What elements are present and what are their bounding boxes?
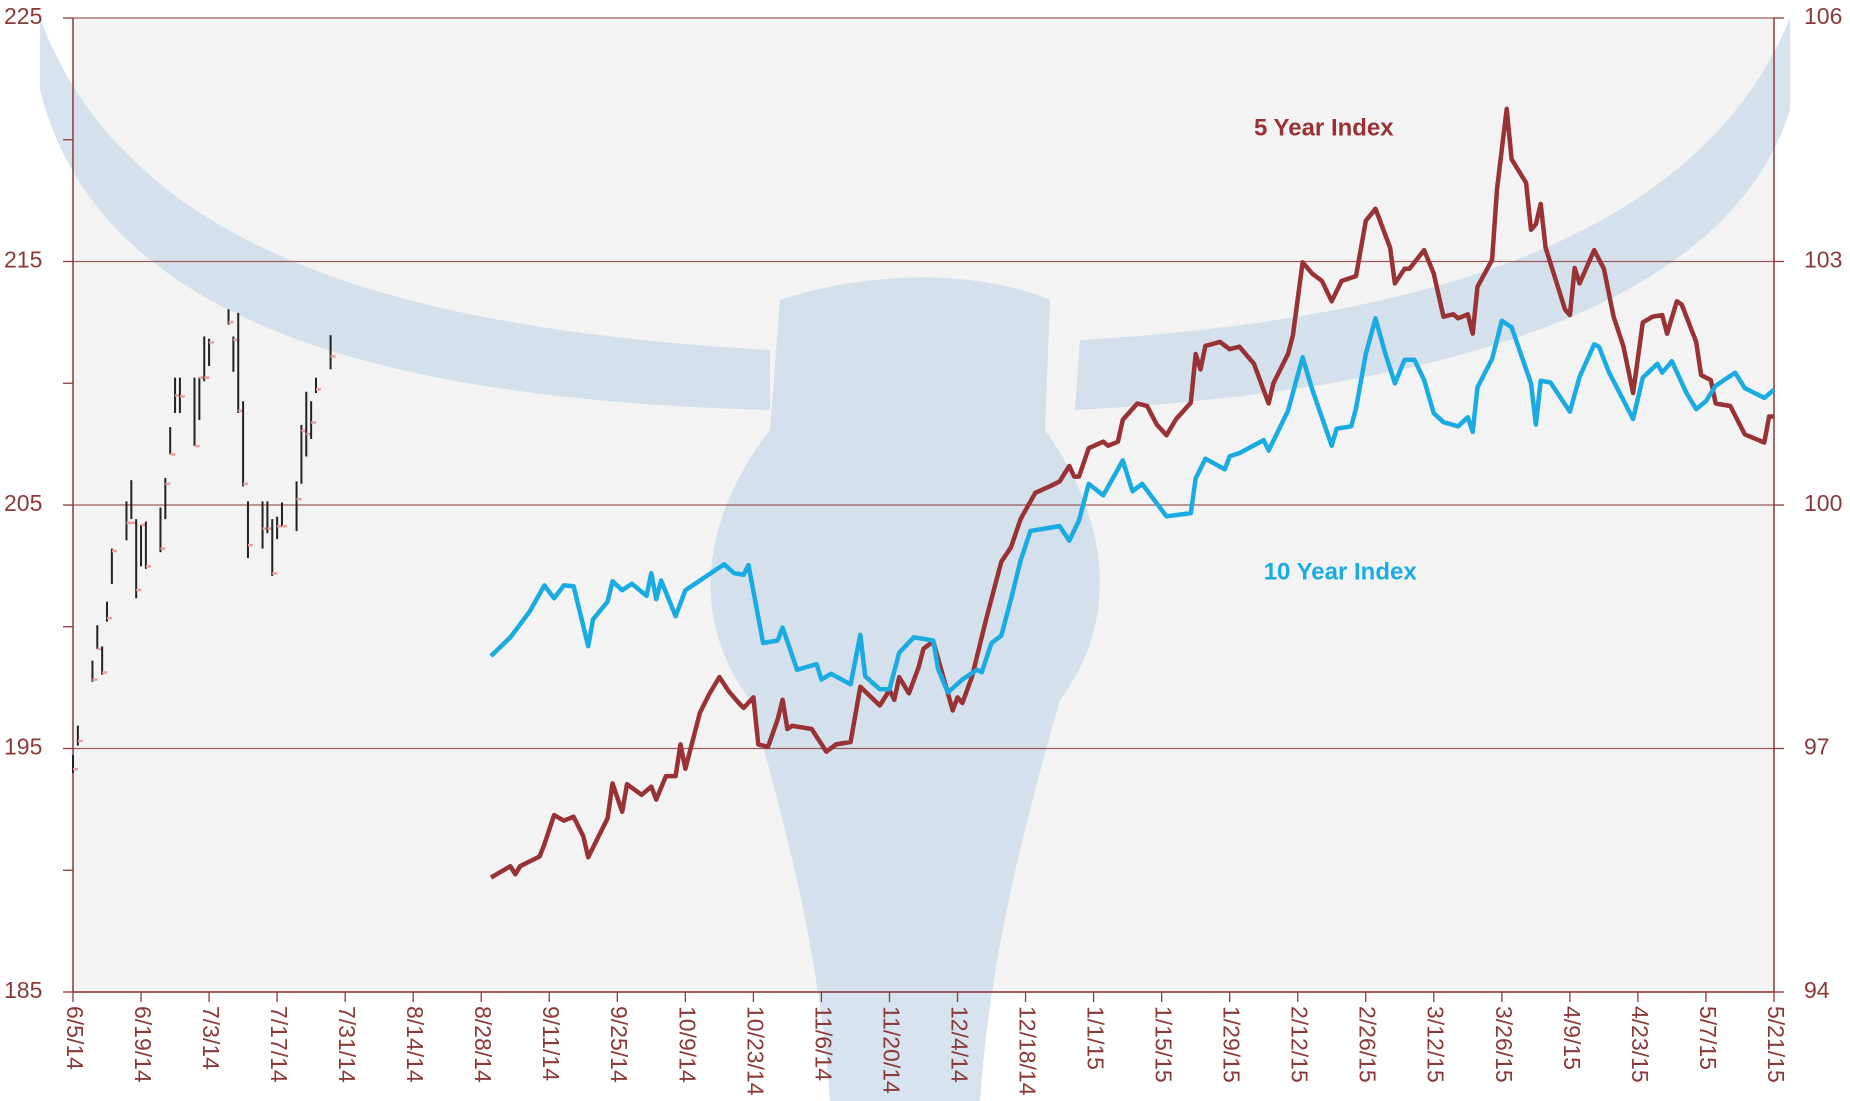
y2-tick-label: 106 <box>1804 3 1842 29</box>
x-tick-label: 11/20/14 <box>878 1006 904 1094</box>
x-tick-label: 9/11/14 <box>538 1006 564 1081</box>
x-tick-label: 7/31/14 <box>334 1006 360 1083</box>
x-tick-label: 1/15/15 <box>1151 1006 1177 1083</box>
x-tick-label: 7/17/14 <box>266 1006 292 1083</box>
series-line <box>489 316 1776 695</box>
x-tick-label: 11/6/14 <box>810 1006 836 1081</box>
x-tick-label: 6/19/14 <box>130 1006 156 1083</box>
x-tick-label: 9/25/14 <box>606 1006 632 1083</box>
x-tick-label: 8/14/14 <box>402 1006 428 1083</box>
x-tick-label: 4/9/15 <box>1559 1006 1585 1070</box>
x-tick-label: 10/23/14 <box>742 1006 768 1096</box>
y-tick-label: 195 <box>4 734 42 760</box>
x-tick-label: 1/1/15 <box>1083 1006 1109 1070</box>
x-tick-label: 5/7/15 <box>1695 1006 1721 1070</box>
x-tick-label: 2/12/15 <box>1287 1006 1313 1083</box>
x-tick-label: 3/26/15 <box>1491 1006 1517 1083</box>
y-tick-label: 225 <box>4 3 42 29</box>
x-tick-label: 12/18/14 <box>1014 1006 1040 1096</box>
y2-tick-label: 100 <box>1804 490 1842 516</box>
x-tick-label: 10/9/14 <box>674 1006 700 1083</box>
y-tick-label: 185 <box>4 977 42 1003</box>
x-tick-label: 5/21/15 <box>1763 1006 1789 1083</box>
y2-tick-label: 97 <box>1804 734 1830 760</box>
y2-tick-label: 103 <box>1804 247 1842 273</box>
x-tick-label: 1/29/15 <box>1219 1006 1245 1083</box>
watermark-horn <box>40 18 770 410</box>
annotation: 5 Year Index <box>1254 115 1394 142</box>
watermark-horn <box>1075 18 1790 410</box>
x-tick-label: 6/5/14 <box>62 1006 88 1070</box>
x-tick-label: 4/23/15 <box>1627 1006 1653 1083</box>
y-tick-label: 205 <box>4 490 42 516</box>
series-line <box>489 106 1774 880</box>
x-tick-label: 8/28/14 <box>470 1006 496 1083</box>
x-tick-label: 12/4/14 <box>946 1006 972 1083</box>
y2-tick-label: 94 <box>1804 977 1830 1003</box>
y-tick-label: 215 <box>4 247 42 273</box>
x-tick-label: 2/26/15 <box>1355 1006 1381 1083</box>
x-tick-label: 3/12/15 <box>1423 1006 1449 1083</box>
annotation: 10 Year Index <box>1264 559 1418 586</box>
x-tick-label: 7/3/14 <box>198 1006 224 1070</box>
